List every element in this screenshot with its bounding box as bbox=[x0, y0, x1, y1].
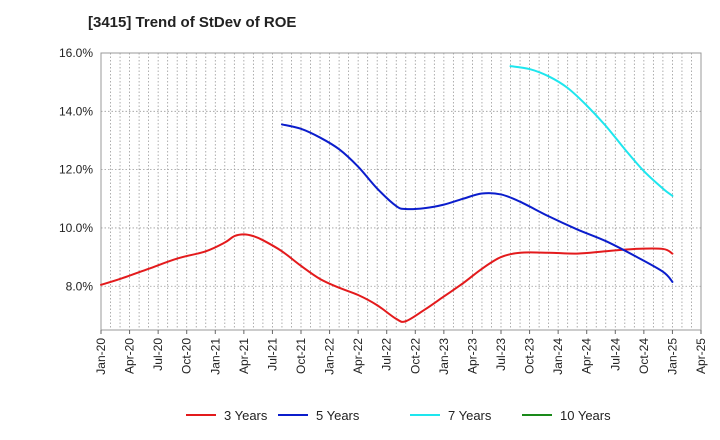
series-line-7-years bbox=[509, 65, 674, 197]
x-tick-label: Apr-24 bbox=[580, 338, 594, 374]
y-tick-label: 16.0% bbox=[59, 46, 93, 60]
legend-label-10-years: 10 Years bbox=[560, 408, 611, 423]
x-tick-label: Jan-23 bbox=[437, 338, 451, 375]
grid-lines bbox=[101, 52, 701, 330]
x-axis-tick-labels: Jan-20 Apr-20 Jul-20 Oct-20 Jan-21 Apr-21 Jul-… bbox=[94, 330, 708, 375]
y-tick-label: 8.0% bbox=[66, 279, 94, 293]
x-tick-label: Apr-20 bbox=[123, 338, 137, 374]
x-tick-label: Oct-21 bbox=[294, 338, 308, 374]
legend-label-5-years: 5 Years bbox=[316, 408, 360, 423]
x-tick-label: Oct-24 bbox=[637, 338, 651, 374]
x-tick-label: Oct-20 bbox=[180, 338, 194, 374]
y-tick-label: 14.0% bbox=[59, 104, 93, 118]
x-tick-label: Jul-20 bbox=[151, 338, 165, 371]
x-tick-label: Jan-22 bbox=[323, 338, 337, 375]
chart-title: [3415] Trend of StDev of ROE bbox=[88, 14, 297, 31]
x-tick-label: Oct-22 bbox=[408, 338, 422, 374]
plot-area-frame bbox=[100, 52, 702, 331]
x-tick-label: Jul-23 bbox=[494, 338, 508, 371]
y-tick-label: 10.0% bbox=[59, 221, 93, 235]
y-tick-label: 12.0% bbox=[59, 163, 93, 177]
x-tick-label: Jan-21 bbox=[208, 338, 222, 375]
series-lines bbox=[100, 65, 674, 323]
x-tick-label: Apr-21 bbox=[237, 338, 251, 374]
x-tick-label: Jul-22 bbox=[380, 338, 394, 371]
series-line-5-years bbox=[280, 123, 674, 283]
x-tick-label: Apr-23 bbox=[465, 338, 479, 374]
legend-label-3-years: 3 Years bbox=[224, 408, 268, 423]
legend: 3 Years 5 Years 7 Years 10 Years bbox=[186, 408, 611, 423]
x-tick-label: Jan-25 bbox=[665, 338, 679, 375]
x-tick-label: Jan-20 bbox=[94, 338, 108, 375]
x-tick-label: Apr-25 bbox=[694, 338, 708, 374]
series-line-3-years bbox=[100, 233, 674, 323]
x-tick-label: Jul-24 bbox=[608, 338, 622, 371]
y-axis-tick-labels: 8.0% 10.0% 12.0% 14.0% 16.0% bbox=[59, 46, 93, 293]
x-tick-label: Jul-21 bbox=[265, 338, 279, 371]
x-tick-label: Apr-22 bbox=[351, 338, 365, 374]
legend-label-7-years: 7 Years bbox=[448, 408, 492, 423]
x-tick-label: Jan-24 bbox=[551, 338, 565, 375]
x-tick-label: Oct-23 bbox=[523, 338, 537, 374]
